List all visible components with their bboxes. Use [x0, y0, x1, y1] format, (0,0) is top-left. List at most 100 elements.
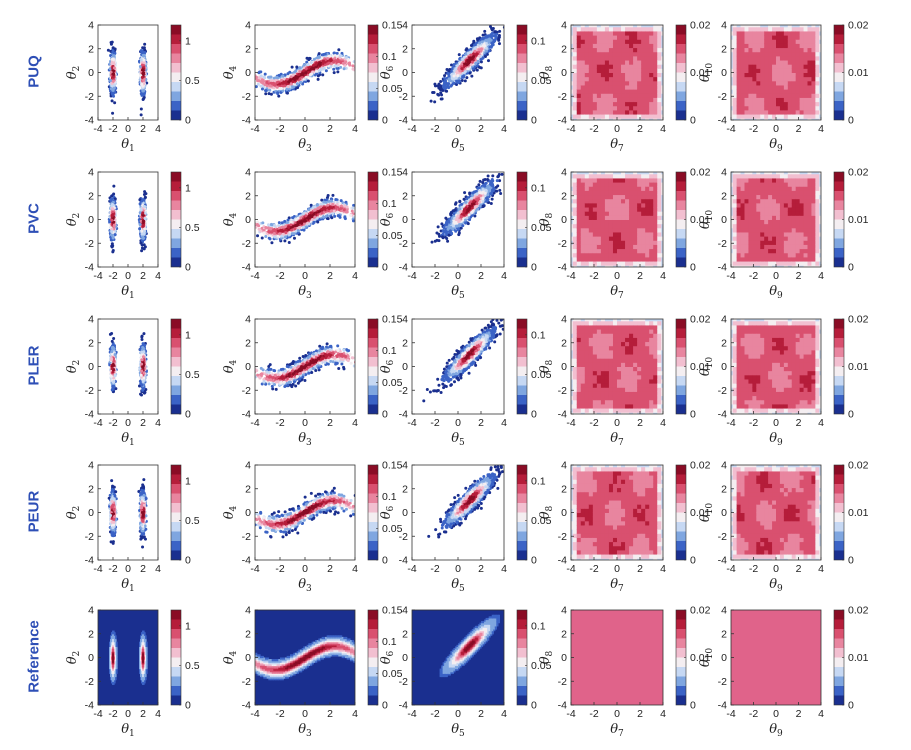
density-cell [748, 118, 753, 120]
density-cell [731, 55, 734, 61]
density-cell [799, 109, 805, 115]
density-cell [752, 51, 757, 57]
sample-point [276, 92, 280, 96]
density-cell [600, 30, 606, 36]
density-cell [779, 43, 785, 49]
density-cell [649, 64, 654, 69]
density-cell [787, 47, 793, 53]
density-cell [608, 68, 614, 73]
density-cell [772, 101, 777, 107]
density-cell [776, 80, 781, 86]
density-cell [608, 118, 614, 120]
density-cell [776, 114, 781, 119]
sample-point [429, 99, 433, 103]
density-cell [803, 89, 808, 94]
density-cell [819, 30, 821, 36]
density-cell [740, 68, 745, 73]
density-cell [732, 47, 738, 53]
density-cell [641, 101, 646, 107]
density-cell [588, 84, 594, 90]
colorbar [516, 24, 528, 121]
density-cell [807, 84, 812, 90]
density-cell [649, 47, 654, 53]
density-cell [803, 93, 808, 98]
density-cell [596, 30, 602, 36]
density-cell [653, 51, 658, 57]
density-cell [625, 93, 630, 98]
density-cell [604, 93, 610, 98]
density-cell [791, 64, 797, 69]
y-tick-label: 0 [88, 67, 94, 79]
density-cell [649, 68, 654, 73]
density-cell [649, 43, 654, 49]
y-tick-label: 2 [88, 43, 94, 55]
sample-point [272, 86, 276, 90]
density-cell [645, 64, 650, 69]
sample-point [438, 84, 442, 88]
density-cell [776, 60, 781, 65]
density-cell [748, 68, 753, 73]
x-tick-label: 2 [796, 123, 802, 135]
density-cell [768, 84, 773, 90]
x-axis-label: θ9 [769, 137, 783, 154]
sample-point [141, 89, 145, 93]
density-cell [571, 51, 574, 57]
density-cell [617, 97, 622, 103]
density-cell [756, 109, 761, 115]
density-cell [731, 72, 734, 78]
density-cell [791, 76, 797, 82]
density-cell [572, 97, 578, 103]
y-axis-label: θ8 [538, 65, 555, 79]
density-cell [732, 26, 738, 32]
sample-point [470, 74, 474, 78]
density-cell [736, 101, 742, 107]
density-cell [576, 114, 582, 119]
density-cell [819, 64, 821, 69]
density-cell [608, 51, 614, 57]
density-cell [629, 35, 634, 40]
density-cell [571, 80, 574, 86]
density-cell [608, 80, 614, 86]
density-cell [740, 39, 745, 44]
density-cell [787, 35, 793, 40]
density-cell [588, 39, 594, 44]
density-cell [736, 89, 742, 94]
density-cell [783, 72, 789, 78]
y-tick-label: 0 [245, 67, 251, 79]
density-cell [740, 109, 745, 115]
density-cell [752, 105, 757, 111]
sample-point [469, 47, 473, 51]
density-cell [760, 60, 765, 65]
density-cell [621, 35, 626, 40]
density-cell [571, 114, 574, 119]
density-cell [641, 64, 646, 69]
density-cell [736, 39, 742, 44]
density-cell [803, 80, 808, 86]
density-cell [661, 93, 663, 98]
density-cell [580, 51, 586, 57]
sample-point [317, 52, 321, 56]
sample-point [110, 242, 114, 246]
density-cell [760, 101, 765, 107]
density-cell [799, 72, 805, 78]
density-cell [629, 105, 634, 111]
density-cell [588, 89, 594, 94]
density-cell [641, 93, 646, 98]
y-tick-label: -4 [558, 115, 567, 127]
density-cell [803, 39, 808, 44]
sample-point [291, 73, 295, 77]
density-cell [661, 35, 663, 40]
density-cell [633, 39, 638, 44]
sample-point [326, 56, 330, 60]
density-cell [819, 39, 821, 44]
density-cell [764, 25, 769, 28]
density-cell [768, 97, 773, 103]
density-cell [748, 84, 753, 90]
x-tick-label: -4 [250, 123, 259, 135]
density-cell [752, 39, 757, 44]
density-cell [576, 101, 582, 107]
density-cell [731, 64, 734, 69]
density-cell [600, 26, 606, 32]
density-cell [592, 101, 598, 107]
sample-point [141, 97, 145, 101]
